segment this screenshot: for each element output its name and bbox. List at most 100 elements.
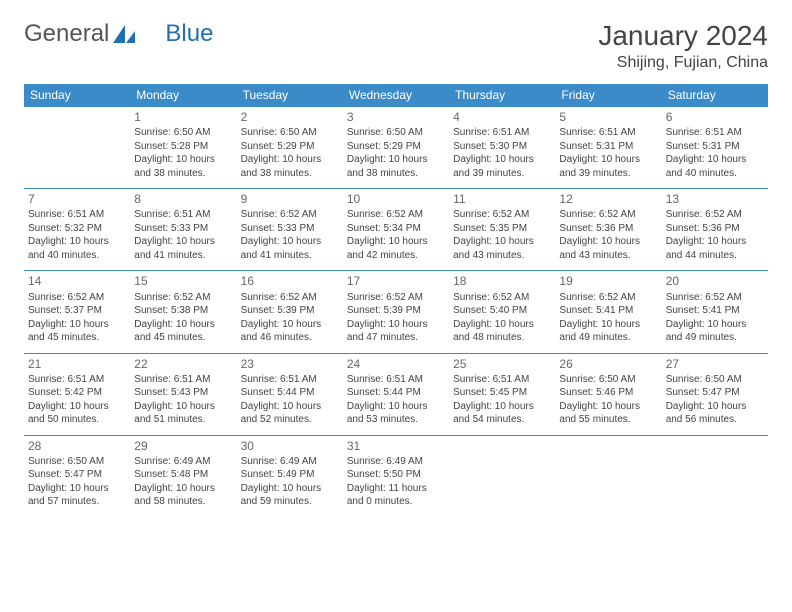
sunset-line: Sunset: 5:43 PM (134, 386, 232, 400)
daylight-line: Daylight: 10 hours and 39 minutes. (559, 153, 657, 180)
sunrise-line: Sunrise: 6:49 AM (347, 455, 445, 469)
day-number: 21 (28, 356, 126, 372)
daylight-line: Daylight: 10 hours and 39 minutes. (453, 153, 551, 180)
calendar-table: SundayMondayTuesdayWednesdayThursdayFrid… (24, 84, 768, 517)
day-number: 11 (453, 191, 551, 207)
daylight-line: Daylight: 10 hours and 38 minutes. (347, 153, 445, 180)
sunset-line: Sunset: 5:35 PM (453, 222, 551, 236)
daylight-line: Daylight: 10 hours and 45 minutes. (28, 318, 126, 345)
daylight-line: Daylight: 10 hours and 41 minutes. (134, 235, 232, 262)
day-number: 10 (347, 191, 445, 207)
sunset-line: Sunset: 5:41 PM (559, 304, 657, 318)
day-number: 29 (134, 438, 232, 454)
day-number: 2 (241, 109, 339, 125)
sunset-line: Sunset: 5:29 PM (347, 140, 445, 154)
day-number: 24 (347, 356, 445, 372)
sunset-line: Sunset: 5:33 PM (241, 222, 339, 236)
sunset-line: Sunset: 5:32 PM (28, 222, 126, 236)
sunrise-line: Sunrise: 6:51 AM (28, 208, 126, 222)
daylight-line: Daylight: 10 hours and 57 minutes. (28, 482, 126, 509)
sunrise-line: Sunrise: 6:52 AM (134, 291, 232, 305)
calendar-cell: 30Sunrise: 6:49 AMSunset: 5:49 PMDayligh… (237, 435, 343, 517)
calendar-cell: 17 Sunrise: 6:52 AMSunset: 5:39 PMDayligh… (343, 271, 449, 353)
calendar-cell: 8Sunrise: 6:51 AMSunset: 5:33 PMDaylight… (130, 189, 236, 271)
calendar-cell: 6Sunrise: 6:51 AMSunset: 5:31 PMDaylight… (662, 107, 768, 189)
sunset-line: Sunset: 5:44 PM (241, 386, 339, 400)
calendar-cell: 26Sunrise: 6:50 AMSunset: 5:46 PMDayligh… (555, 353, 661, 435)
day-number: 3 (347, 109, 445, 125)
calendar-cell: 4Sunrise: 6:51 AMSunset: 5:30 PMDaylight… (449, 107, 555, 189)
daylight-line: Daylight: 10 hours and 59 minutes. (241, 482, 339, 509)
calendar-cell: 14Sunrise: 6:52 AMSunset: 5:37 PMDayligh… (24, 271, 130, 353)
day-number: 15 (134, 273, 232, 289)
sunrise-line: Sunrise: 6:50 AM (347, 126, 445, 140)
calendar-cell (662, 435, 768, 517)
calendar-cell: 2Sunrise: 6:50 AMSunset: 5:29 PMDaylight… (237, 107, 343, 189)
sunrise-line: Sunrise: 6:52 AM (666, 291, 764, 305)
sunrise-line: Sunrise: 6:51 AM (134, 208, 232, 222)
calendar-row: 28Sunrise: 6:50 AMSunset: 5:47 PMDayligh… (24, 435, 768, 517)
calendar-cell: 28Sunrise: 6:50 AMSunset: 5:47 PMDayligh… (24, 435, 130, 517)
day-number: 30 (241, 438, 339, 454)
calendar-cell: 13Sunrise: 6:52 AMSunset: 5:36 PMDayligh… (662, 189, 768, 271)
day-number: 23 (241, 356, 339, 372)
sunset-line: Sunset: 5:31 PM (559, 140, 657, 154)
sunrise-line: Sunrise: 6:52 AM (28, 291, 126, 305)
calendar-cell: 5Sunrise: 6:51 AMSunset: 5:31 PMDaylight… (555, 107, 661, 189)
sunrise-line: Sunrise: 6:50 AM (241, 126, 339, 140)
sunset-line: Sunset: 5:40 PM (453, 304, 551, 318)
daylight-line: Daylight: 10 hours and 38 minutes. (134, 153, 232, 180)
sunset-line: Sunset: 5:39 PM (241, 304, 339, 318)
day-number: 19 (559, 273, 657, 289)
sunset-line: Sunset: 5:28 PM (134, 140, 232, 154)
sunset-line: Sunset: 5:34 PM (347, 222, 445, 236)
daylight-line: Daylight: 10 hours and 47 minutes. (347, 318, 445, 345)
sunrise-line: Sunrise: 6:50 AM (28, 455, 126, 469)
sunrise-line: Sunrise: 6:51 AM (241, 373, 339, 387)
daylight-line: Daylight: 11 hours and 0 minutes. (347, 482, 445, 509)
day-number: 31 (347, 438, 445, 454)
sunset-line: Sunset: 5:50 PM (347, 468, 445, 482)
calendar-cell: 23Sunrise: 6:51 AMSunset: 5:44 PMDayligh… (237, 353, 343, 435)
daylight-line: Daylight: 10 hours and 45 minutes. (134, 318, 232, 345)
day-number: 22 (134, 356, 232, 372)
logo-sail-icon (111, 23, 137, 45)
sunrise-line: Sunrise: 6:51 AM (134, 373, 232, 387)
sunset-line: Sunset: 5:42 PM (28, 386, 126, 400)
sunrise-line: Sunrise: 6:52 AM (453, 208, 551, 222)
sunset-line: Sunset: 5:31 PM (666, 140, 764, 154)
logo-text-1: General (24, 20, 109, 48)
calendar-cell (555, 435, 661, 517)
calendar-cell: 12Sunrise: 6:52 AMSunset: 5:36 PMDayligh… (555, 189, 661, 271)
calendar-cell: 22Sunrise: 6:51 AMSunset: 5:43 PMDayligh… (130, 353, 236, 435)
header: General Blue January 2024 Shijing, Fujia… (24, 20, 768, 72)
day-number: 28 (28, 438, 126, 454)
daylight-line: Daylight: 10 hours and 51 minutes. (134, 400, 232, 427)
day-number: 27 (666, 356, 764, 372)
sunset-line: Sunset: 5:39 PM (347, 304, 445, 318)
daylight-line: Daylight: 10 hours and 52 minutes. (241, 400, 339, 427)
sunrise-line: Sunrise: 6:51 AM (666, 126, 764, 140)
calendar-body: 1Sunrise: 6:50 AMSunset: 5:28 PMDaylight… (24, 107, 768, 518)
sunrise-line: Sunrise: 6:51 AM (453, 126, 551, 140)
sunset-line: Sunset: 5:30 PM (453, 140, 551, 154)
calendar-cell (449, 435, 555, 517)
daylight-line: Daylight: 10 hours and 44 minutes. (666, 235, 764, 262)
sunset-line: Sunset: 5:41 PM (666, 304, 764, 318)
day-number: 17 (347, 273, 445, 289)
calendar-cell: 31Sunrise: 6:49 AMSunset: 5:50 PMDayligh… (343, 435, 449, 517)
calendar-row: 1Sunrise: 6:50 AMSunset: 5:28 PMDaylight… (24, 107, 768, 189)
page-title: January 2024 (598, 20, 768, 52)
sunrise-line: Sunrise: 6:49 AM (134, 455, 232, 469)
daylight-line: Daylight: 10 hours and 55 minutes. (559, 400, 657, 427)
day-number: 20 (666, 273, 764, 289)
sunrise-line: Sunrise: 6:49 AM (241, 455, 339, 469)
daylight-line: Daylight: 10 hours and 43 minutes. (559, 235, 657, 262)
sunrise-line: Sunrise: 6:52 AM (347, 291, 445, 305)
day-number: 25 (453, 356, 551, 372)
weekday-header: Sunday (24, 84, 130, 107)
day-number: 4 (453, 109, 551, 125)
calendar-row: 14Sunrise: 6:52 AMSunset: 5:37 PMDayligh… (24, 271, 768, 353)
day-number: 18 (453, 273, 551, 289)
daylight-line: Daylight: 10 hours and 46 minutes. (241, 318, 339, 345)
